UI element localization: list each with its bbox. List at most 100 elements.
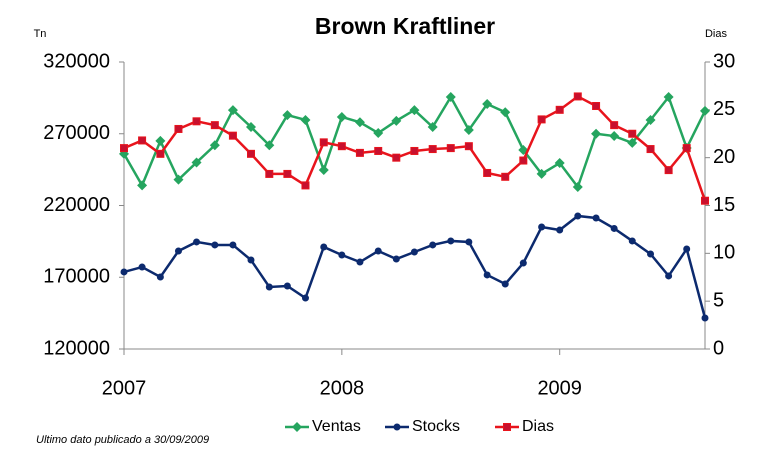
- data-point: [537, 115, 546, 124]
- data-point: [283, 282, 291, 290]
- data-point: [392, 255, 400, 263]
- y-tick-label: 120000: [43, 337, 110, 359]
- data-point: [211, 241, 219, 249]
- x-tick-label: 2009: [537, 377, 582, 399]
- data-point: [193, 238, 201, 246]
- data-point: [664, 166, 673, 175]
- data-point: [137, 180, 148, 191]
- data-point: [356, 258, 364, 266]
- y2-tick-label: 20: [713, 146, 735, 168]
- x-tick-label: 2007: [102, 377, 147, 399]
- footnote: Ultimo dato publicado a 30/09/2009: [36, 434, 209, 446]
- data-point: [501, 172, 510, 181]
- data-point: [465, 238, 473, 246]
- y2-tick-label: 5: [713, 289, 724, 311]
- data-point: [410, 146, 419, 155]
- data-point: [445, 92, 456, 103]
- y-tick-label: 220000: [43, 194, 110, 216]
- y-tick-label: 170000: [43, 266, 110, 288]
- data-point: [501, 280, 509, 288]
- data-point: [500, 107, 511, 118]
- data-point: [483, 271, 491, 279]
- data-point: [482, 99, 493, 110]
- data-point: [264, 140, 275, 151]
- data-point: [536, 168, 547, 179]
- data-point: [592, 214, 600, 222]
- data-point: [428, 145, 437, 154]
- data-point: [210, 121, 219, 130]
- data-point: [174, 124, 183, 133]
- data-point: [447, 237, 455, 245]
- data-point: [247, 149, 256, 158]
- legend-marker: [292, 422, 302, 432]
- y-axis-label: Tn: [34, 28, 47, 40]
- data-point: [354, 117, 365, 128]
- data-point: [174, 247, 182, 255]
- data-point: [338, 251, 346, 259]
- data-point: [246, 122, 257, 133]
- data-point: [663, 92, 674, 103]
- data-point: [156, 149, 165, 158]
- data-point: [554, 158, 565, 169]
- legend-marker: [503, 423, 511, 431]
- data-point: [446, 144, 455, 153]
- data-point: [701, 196, 709, 205]
- legend-label: Ventas: [312, 418, 361, 435]
- data-point: [247, 256, 255, 264]
- data-point: [374, 146, 383, 155]
- data-point: [682, 144, 691, 153]
- data-point: [410, 248, 418, 256]
- legend-label: Stocks: [412, 418, 460, 435]
- data-point: [265, 283, 273, 291]
- chart-title: Brown Kraftliner: [315, 13, 495, 39]
- data-point: [610, 224, 618, 232]
- data-point: [319, 138, 328, 147]
- data-point: [591, 128, 602, 139]
- data-point: [574, 212, 582, 220]
- data-point: [228, 131, 237, 140]
- y2-tick-label: 30: [713, 50, 735, 72]
- data-point: [209, 140, 220, 151]
- y2-tick-label: 25: [713, 98, 735, 120]
- data-point: [392, 153, 401, 162]
- data-point: [538, 223, 546, 231]
- data-point: [409, 105, 420, 116]
- data-point: [173, 174, 184, 185]
- data-point: [120, 268, 128, 276]
- data-point: [628, 237, 636, 245]
- data-point: [191, 157, 202, 168]
- data-point: [336, 111, 347, 122]
- series-line: [123, 214, 707, 319]
- data-point: [555, 105, 564, 114]
- data-point: [483, 168, 492, 177]
- y2-tick-label: 10: [713, 242, 735, 264]
- data-point: [572, 181, 583, 192]
- data-point: [318, 165, 329, 176]
- data-point: [355, 148, 364, 157]
- data-point: [628, 129, 637, 138]
- x-tick-label: 2008: [320, 377, 365, 399]
- data-point: [683, 245, 691, 253]
- data-point: [647, 250, 655, 258]
- legend-marker: [393, 423, 401, 431]
- data-point: [573, 92, 582, 101]
- y2-tick-label: 0: [713, 337, 724, 359]
- y-tick-label: 320000: [43, 50, 110, 72]
- data-point: [301, 294, 309, 302]
- legend-label: Dias: [522, 418, 554, 435]
- data-point: [429, 241, 437, 249]
- data-point: [227, 105, 238, 116]
- data-point: [283, 169, 292, 178]
- data-point: [301, 181, 310, 190]
- data-point: [120, 144, 128, 153]
- data-point: [337, 142, 346, 151]
- data-point: [300, 114, 311, 125]
- data-point: [373, 128, 384, 139]
- data-point: [463, 125, 474, 136]
- y2-axis-label: Dias: [705, 28, 728, 40]
- data-point: [592, 102, 601, 111]
- data-point: [645, 114, 656, 125]
- data-point: [229, 241, 237, 249]
- data-point: [464, 142, 473, 151]
